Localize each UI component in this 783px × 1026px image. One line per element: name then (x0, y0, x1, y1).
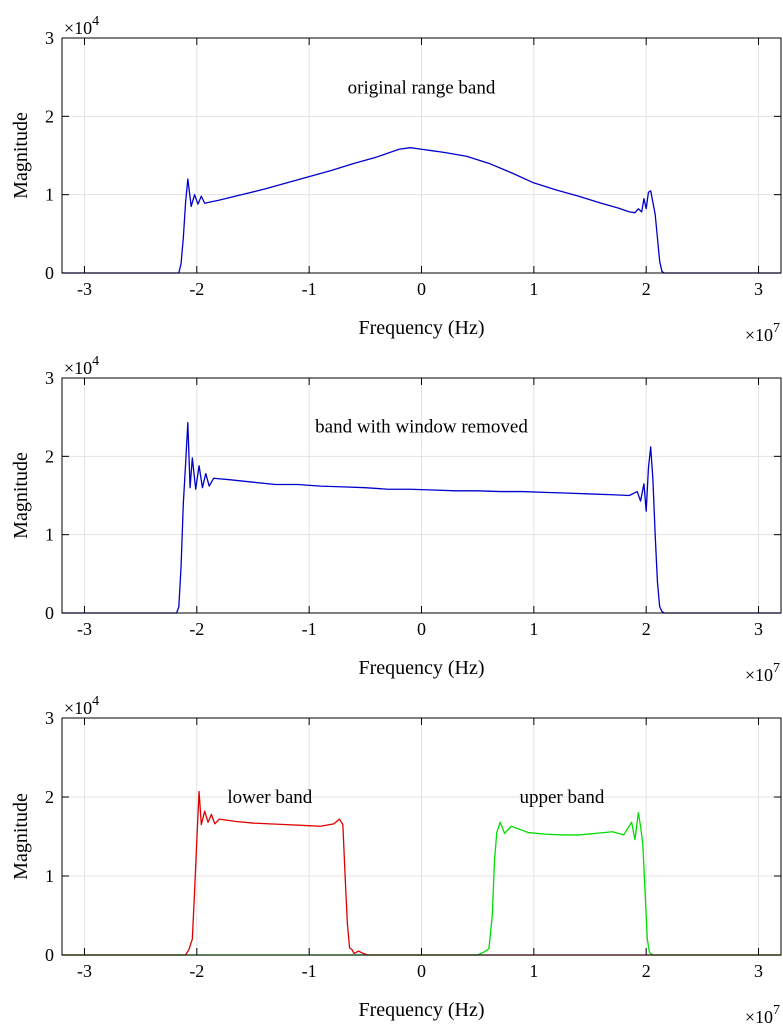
x-tick-label: -1 (302, 961, 317, 981)
x-tick-label: 2 (642, 279, 651, 299)
chart-panel-2: -3 -2 -1 0 1 2 3 0 1 2 3 ×104 ×107 Frequency (Hz) Magn… (10, 354, 782, 685)
x-tick-label: 3 (754, 619, 763, 639)
y-exponent-label: ×104 (64, 14, 99, 38)
annotation-label: lower band (227, 787, 312, 808)
x-exponent-label: ×107 (745, 661, 780, 685)
y-axis-label: Magnitude (10, 452, 32, 539)
y-tick-label: 3 (45, 708, 54, 728)
x-tick-label: 3 (754, 961, 763, 981)
y-tick-label: 2 (45, 787, 54, 807)
x-tick-label: 1 (529, 961, 538, 981)
y-tick-label: 1 (45, 525, 54, 545)
y-axis-label: Magnitude (10, 112, 32, 199)
x-tick-label: -3 (77, 961, 92, 981)
y-exponent-label: ×104 (64, 694, 99, 718)
series-line-1 (62, 147, 781, 274)
x-exponent-label: ×107 (745, 321, 780, 345)
annotation-label: upper band (519, 787, 604, 808)
y-tick-label: 3 (45, 28, 54, 48)
x-tick-label: -2 (189, 279, 204, 299)
x-tick-label: 1 (529, 279, 538, 299)
x-tick-label: 0 (417, 279, 426, 299)
y-tick-label: 1 (45, 866, 54, 886)
x-tick-label: -3 (77, 279, 92, 299)
y-tick-label: 3 (45, 368, 54, 388)
x-tick-label: -3 (77, 619, 92, 639)
x-axis-label: Frequency (Hz) (358, 999, 484, 1021)
series-line-2 (62, 812, 781, 956)
x-tick-label: 2 (642, 619, 651, 639)
x-tick-label: 3 (754, 279, 763, 299)
x-tick-label: -1 (302, 279, 317, 299)
y-exponent-label: ×104 (64, 354, 99, 378)
y-tick-label: 0 (45, 603, 54, 623)
x-tick-label: -2 (189, 961, 204, 981)
y-tick-label: 0 (45, 945, 54, 965)
x-axis-label: Frequency (Hz) (358, 657, 484, 679)
x-tick-label: 2 (642, 961, 651, 981)
x-tick-label: 0 (417, 619, 426, 639)
x-tick-label: -2 (189, 619, 204, 639)
y-tick-label: 2 (45, 446, 54, 466)
y-tick-label: 0 (45, 263, 54, 283)
x-axis-label: Frequency (Hz) (358, 317, 484, 339)
series-line-1 (62, 790, 781, 956)
y-axis-label: Magnitude (10, 793, 32, 880)
chart-panel-3: -3 -2 -1 0 1 2 3 0 1 2 3 ×104 ×107 Frequency (Hz) Magn… (10, 694, 782, 1026)
x-tick-label: -1 (302, 619, 317, 639)
x-tick-label: 1 (529, 619, 538, 639)
y-tick-label: 2 (45, 106, 54, 126)
annotation-label: original range band (348, 77, 496, 98)
chart-panel-1: -3 -2 -1 0 1 2 3 0 1 2 3 ×104 ×107 Frequency (Hz) Magn… (10, 14, 782, 345)
x-exponent-label: ×107 (745, 1003, 780, 1026)
y-tick-label: 1 (45, 185, 54, 205)
series-line-1 (62, 422, 781, 614)
annotation-label: band with window removed (315, 417, 528, 438)
x-tick-label: 0 (417, 961, 426, 981)
